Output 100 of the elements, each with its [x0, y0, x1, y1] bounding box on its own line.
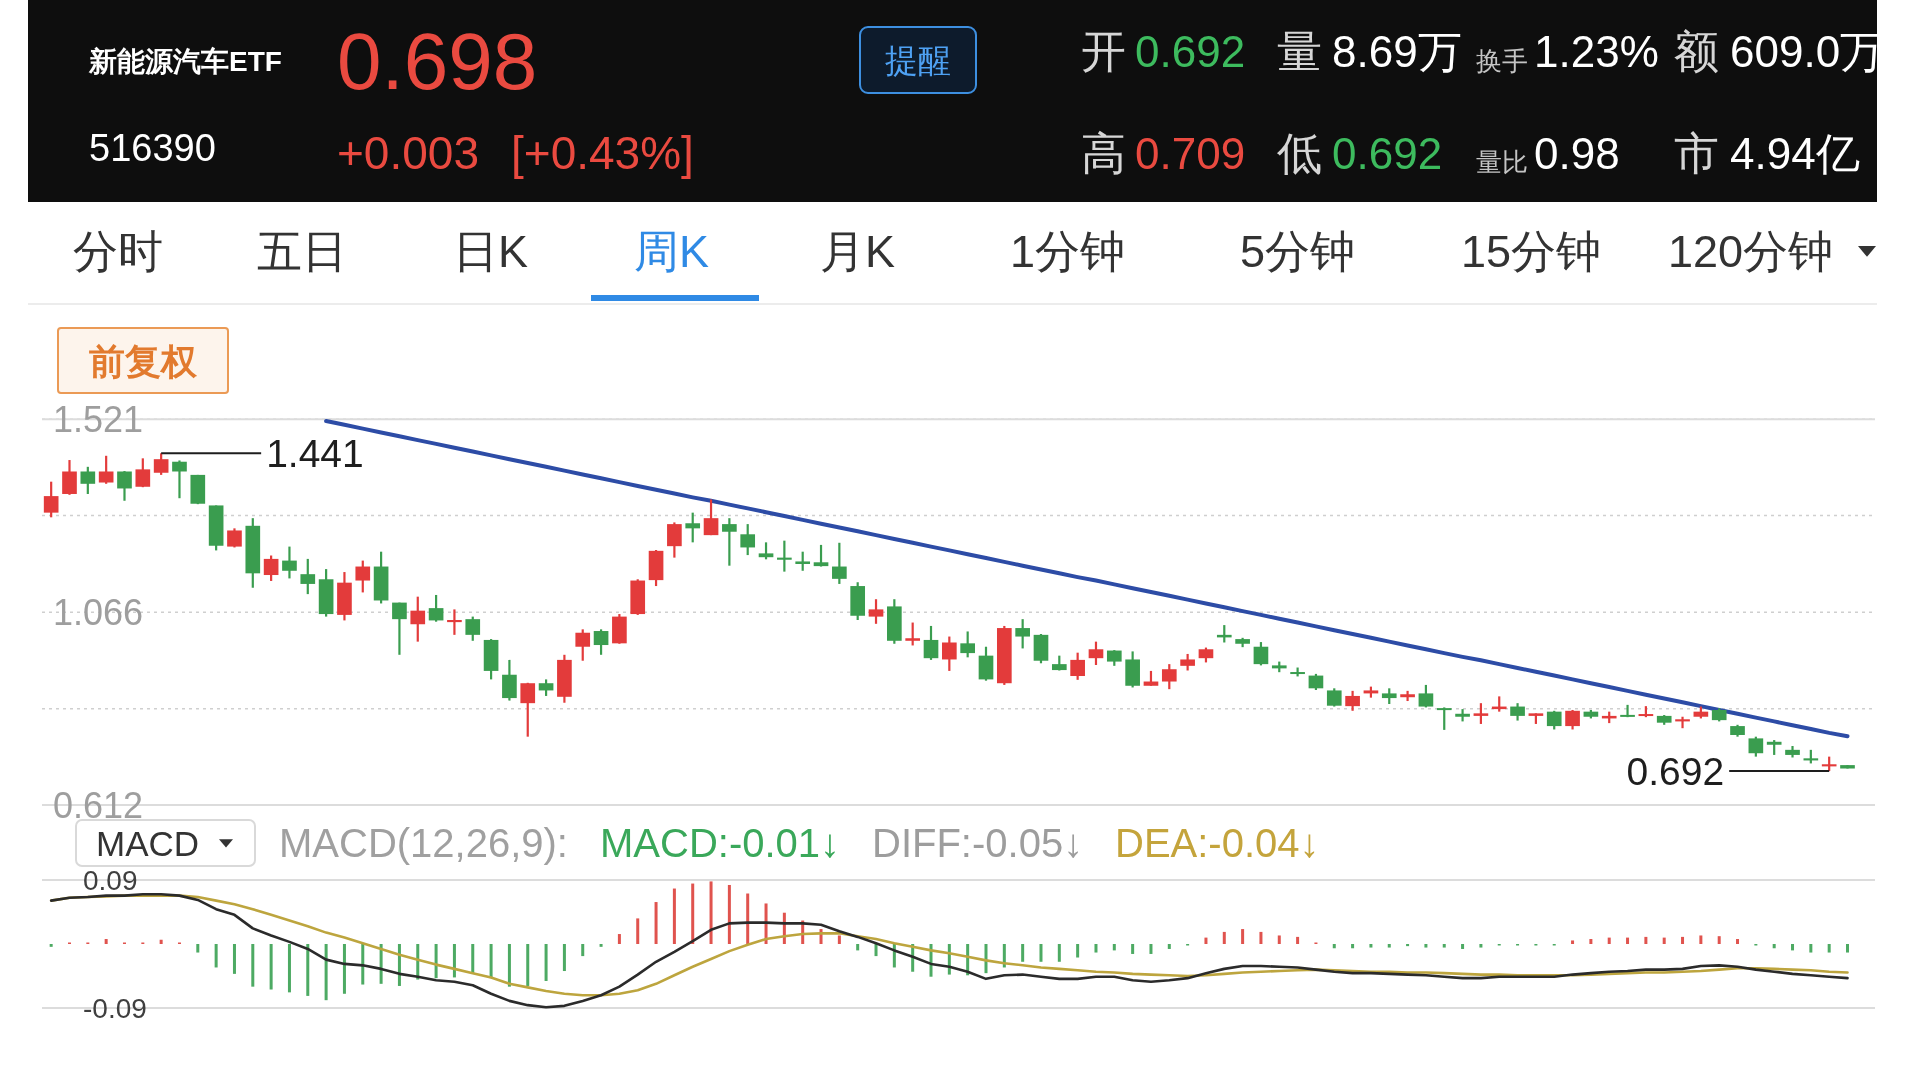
- candlestick: [1748, 735, 1764, 758]
- candlestick: [777, 539, 792, 573]
- bar: [526, 944, 530, 986]
- candlestick: [1015, 618, 1030, 650]
- bar: [1094, 944, 1098, 953]
- text: 609.0万: [1730, 26, 1885, 76]
- text: 新能源汽车ETF: [88, 45, 282, 77]
- candlestick: [923, 624, 939, 661]
- bar: [1296, 936, 1300, 944]
- text: 量比: [1476, 147, 1528, 177]
- bar: [1644, 936, 1648, 944]
- candlestick: [1436, 706, 1452, 731]
- candlestick: [355, 559, 371, 594]
- text: 516390: [89, 127, 216, 169]
- candlestick: [1400, 689, 1415, 703]
- bar: [1406, 944, 1410, 947]
- text: DIFF:-0.05↓: [872, 821, 1084, 865]
- annotation: 0.692: [1626, 749, 1725, 793]
- text: 五日: [257, 225, 347, 277]
- candlestick: [465, 615, 481, 642]
- y-tick-label: 1.066: [53, 591, 144, 633]
- text: 120分钟: [1668, 225, 1834, 277]
- candlestick: [905, 621, 921, 647]
- candlestick: [1345, 689, 1360, 712]
- candlestick: [722, 517, 737, 567]
- text: 额: [1674, 25, 1719, 77]
- text: 周K: [634, 225, 710, 277]
- text: 市: [1674, 127, 1719, 179]
- bar: [1626, 937, 1630, 944]
- bar: [1039, 944, 1043, 962]
- bar: [727, 884, 731, 944]
- text: 5分钟: [1240, 225, 1356, 277]
- text: 日K: [453, 225, 529, 277]
- bar: [874, 944, 878, 957]
- text: 1.23%: [1534, 26, 1659, 76]
- text: 0.692: [1135, 26, 1246, 76]
- candlestick: [1620, 703, 1635, 719]
- bar: [1222, 931, 1226, 944]
- y-tick-label: -0.09: [83, 992, 147, 1024]
- candlestick: [1546, 709, 1562, 731]
- text: 0.709: [1135, 128, 1246, 178]
- text: 换手: [1476, 46, 1528, 76]
- bar: [1057, 944, 1061, 962]
- bar: [324, 944, 328, 1001]
- text: 0.692: [1332, 128, 1443, 178]
- bar: [452, 944, 456, 978]
- chart-title: MACD(12,26,9):: [279, 821, 568, 865]
- bar: [1241, 929, 1245, 944]
- bar: [49, 944, 53, 947]
- candlestick: [575, 628, 591, 662]
- bar: [1131, 944, 1135, 954]
- bar: [1571, 940, 1575, 944]
- bar: [1717, 936, 1721, 944]
- y-tick-label: 0.612: [53, 784, 144, 826]
- bar: [1442, 944, 1446, 948]
- text: 0.698: [337, 16, 538, 106]
- bar: [342, 944, 346, 994]
- candlestick: [795, 550, 811, 572]
- text: 开: [1081, 25, 1126, 77]
- bar: [1021, 944, 1025, 962]
- bar: [1479, 944, 1483, 948]
- candlestick: [392, 601, 407, 656]
- text: 高: [1081, 127, 1126, 179]
- bar: [214, 944, 218, 968]
- bar: [507, 944, 511, 987]
- bar: [1827, 944, 1831, 953]
- bar: [1461, 944, 1465, 949]
- bar: [251, 944, 255, 987]
- bar: [1149, 944, 1153, 954]
- bar: [1699, 935, 1703, 944]
- bar: [104, 939, 108, 944]
- text: MACD:-0.01↓: [600, 821, 841, 865]
- bar: [672, 888, 676, 944]
- candlestick: [1473, 702, 1489, 726]
- candlestick: [868, 598, 884, 625]
- candlestick: [1161, 663, 1177, 691]
- bar: [1204, 937, 1208, 944]
- candlestick: [813, 543, 829, 568]
- bar: [1277, 935, 1281, 944]
- text: +0.003: [337, 127, 479, 179]
- y-tick-label: 1.521: [53, 398, 144, 440]
- bar: [287, 944, 291, 993]
- bar: [856, 944, 860, 951]
- bar: [599, 944, 603, 947]
- bar: [1112, 944, 1116, 951]
- y-tick-label: 0.09: [83, 864, 138, 896]
- candlestick: [263, 554, 279, 583]
- candlestick: [685, 511, 701, 544]
- bar: [471, 944, 475, 974]
- bar: [232, 944, 236, 974]
- candlestick: [942, 635, 957, 673]
- text: 15分钟: [1461, 225, 1602, 277]
- bar: [581, 944, 585, 957]
- bar: [746, 893, 750, 944]
- bar: [1387, 944, 1391, 948]
- candlestick: [43, 480, 59, 519]
- bar: [1809, 944, 1813, 953]
- text: DEA:-0.04↓: [1115, 821, 1320, 865]
- text: 量: [1277, 25, 1322, 77]
- candlestick: [447, 608, 462, 636]
